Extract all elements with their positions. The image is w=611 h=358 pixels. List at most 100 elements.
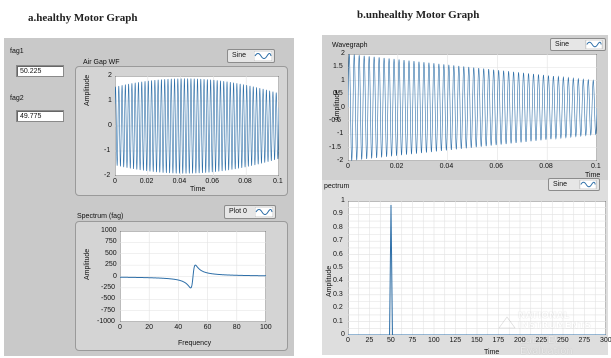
x-tick-label: 175 [492,337,505,344]
x-tick-label: 0 [113,178,117,185]
healthy-motor-panel: fag1 50.225 fag2 49.775 Air Gap WF Sine … [4,38,294,356]
x-tick-label: 100 [260,324,272,331]
y-tick-label: 1 [341,76,345,84]
unhealthy-motor-panel: Wavegraph Sine Amplitude Time pectrum Si… [322,35,611,357]
rspectrum-xlabel: Time [484,349,500,356]
y-tick-label: 1000 [101,227,117,234]
x-tick-label: 0 [346,337,350,344]
y-tick-label: 0 [341,331,345,338]
fag2-label: fag2 [10,95,24,102]
watermark-line1: NATIONAL [518,311,570,321]
y-tick-label: 0.1 [333,317,343,325]
y-tick-label: 1 [108,97,112,104]
y-tick-label: 0.8 [333,223,343,231]
y-tick-label: 2 [108,72,112,79]
spectrum-plot-area[interactable] [120,231,266,322]
y-tick-label: 750 [105,238,117,246]
y-tick-label: -2 [104,172,111,179]
airgap-xlabel: Time [190,186,206,193]
spectrum-graph-title: Spectrum (fag) [77,213,124,220]
x-tick-label: 40 [174,324,183,331]
rspectrum-plot-area[interactable] [348,201,606,335]
x-tick-label: 0 [118,324,122,331]
caption-healthy: a.healthy Motor Graph [28,12,138,24]
spectrum-series-line [120,264,266,289]
airgap-plot-area[interactable] [115,76,279,176]
y-tick-label: -0.5 [329,116,342,124]
sine-wave-icon [585,40,603,49]
y-tick-label: 0.9 [333,210,343,218]
y-tick-label: 0.5 [333,90,343,98]
rspectrum-ylabel: Amplitude [326,265,333,297]
rspectrum-series-line [348,205,606,335]
x-tick-label: 0.08 [539,163,553,170]
ni-watermark: NATIONAL INSTRUMENTS LabVIEW Evaluation [498,311,608,357]
x-tick-label: 0.1 [591,163,601,170]
y-tick-label: 0 [108,122,112,129]
wavegraph-legend[interactable]: Sine [550,38,606,51]
x-tick-label: 150 [471,337,483,344]
y-tick-label: 0.5 [333,264,343,271]
fag1-input[interactable]: 50.225 [16,65,64,77]
y-tick-label: -1.5 [329,143,342,151]
y-tick-label: 0.2 [333,304,343,312]
sine-wave-icon [254,51,272,61]
y-tick-label: -1000 [97,318,115,325]
caption-unhealthy: b.unhealthy Motor Graph [357,9,480,21]
y-tick-label: 0.6 [333,250,343,258]
x-tick-label: 75 [408,337,417,344]
x-tick-label: 125 [449,337,462,344]
y-tick-label: 0.3 [333,290,343,298]
x-tick-label: 25 [365,337,374,344]
y-tick-label: 0 [113,272,117,280]
airgap-series-line [115,78,279,174]
spectrum-legend[interactable]: Plot 0 [224,205,276,219]
fag2-input[interactable]: 49.775 [16,110,64,122]
x-tick-label: 275 [578,337,591,344]
x-tick-label: 0.06 [205,178,220,185]
wavegraph-series-line [348,54,597,161]
y-tick-label: 0 [341,103,345,111]
wavegraph-plot-area[interactable] [348,54,597,161]
watermark-line2: INSTRUMENTS [518,321,591,331]
sine-wave-icon [255,207,273,217]
x-tick-label: 80 [232,324,241,331]
watermark-line3: LabVIEW Evaluation [520,335,573,357]
x-tick-label: 60 [203,324,212,331]
airgap-legend[interactable]: Sine [227,49,275,63]
x-tick-label: 0.02 [389,163,404,170]
y-tick-label: -1 [104,147,111,154]
airgap-ylabel: Amplitude [84,74,91,106]
fag1-label: fag1 [10,48,24,55]
rspectrum-legend[interactable]: Sine [548,178,600,191]
spectrum-legend-label: Plot 0 [229,208,247,215]
y-tick-label: 1.5 [333,63,343,71]
airgap-graph-title: Air Gap WF [83,59,120,66]
y-tick-label: -2 [337,157,344,164]
x-tick-label: 300 [600,337,611,344]
y-tick-label: 250 [105,261,117,269]
y-tick-label: 1 [341,197,345,204]
wavegraph-xlabel: Time [585,172,601,179]
wavegraph-title: Wavegraph [332,42,368,49]
x-tick-label: 0 [346,163,350,170]
ni-eagle-icon [498,316,516,329]
y-tick-label: 500 [105,249,117,257]
y-tick-label: 0.4 [333,277,343,285]
y-tick-label: -1 [337,130,344,138]
wavegraph-legend-label: Sine [555,41,570,48]
x-tick-label: 0.06 [489,163,504,170]
x-tick-label: 225 [535,337,548,344]
x-tick-label: 100 [428,337,440,344]
x-tick-label: 0.08 [238,178,252,185]
y-tick-label: -500 [101,295,116,303]
x-tick-label: 50 [387,337,395,344]
y-tick-label: -750 [101,306,116,314]
y-tick-label: -250 [101,283,116,291]
y-tick-label: 0.7 [333,237,343,245]
x-tick-label: 20 [145,324,153,331]
x-tick-label: 0.02 [139,178,154,185]
spectrum-xlabel: Frequency [178,340,212,347]
x-tick-label: 0.04 [439,163,454,170]
x-tick-label: 0.04 [172,178,187,185]
